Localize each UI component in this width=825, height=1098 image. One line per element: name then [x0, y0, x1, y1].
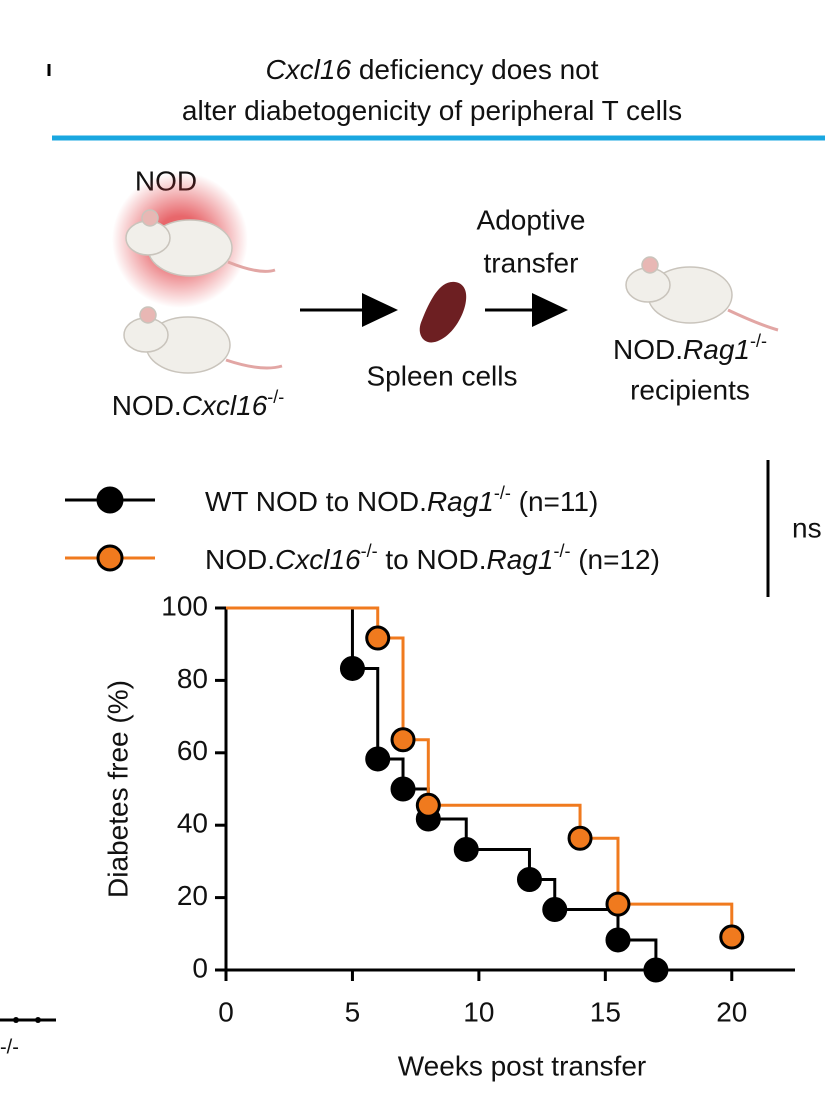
significance-label: ns [792, 512, 822, 543]
y-tick-label: 80 [177, 663, 208, 694]
event-marker [719, 924, 745, 950]
x-tick-label: 0 [218, 996, 234, 1027]
event-marker [339, 655, 365, 681]
event-marker [453, 836, 479, 862]
recipient-label: NOD.Rag1-/- [613, 331, 767, 366]
fragment-label: -/- [0, 1036, 19, 1058]
legend-label: NOD.Cxcl16-/- to NOD.Rag1-/- (n=12) [205, 541, 660, 576]
event-marker [643, 957, 669, 983]
x-tick-label: 5 [345, 996, 361, 1027]
mouse-icon [125, 209, 276, 277]
event-marker [516, 867, 542, 892]
y-axis-label: Diabetes free (%) [102, 680, 133, 898]
mouse-icon [123, 306, 283, 374]
arrow-head [532, 293, 568, 327]
survival-step [226, 606, 658, 970]
x-axis-label: Weeks post transfer [398, 1050, 646, 1081]
event-marker [605, 927, 631, 953]
y-tick-label: 20 [177, 880, 208, 911]
event-marker [415, 792, 441, 818]
arrow-head [362, 293, 398, 327]
event-marker [390, 776, 416, 802]
event-marker [542, 897, 568, 923]
legend-label: WT NOD to NOD.Rag1-/- (n=11) [205, 483, 598, 518]
x-tick-label: 20 [716, 996, 747, 1027]
mouse-icon [625, 256, 779, 332]
legend-marker [96, 486, 124, 514]
y-tick-label: 40 [177, 808, 208, 839]
event-marker [605, 891, 631, 917]
event-marker [390, 727, 416, 753]
donor-label: NOD.Cxcl16-/- [112, 387, 285, 422]
x-tick-label: 10 [463, 996, 494, 1027]
fragment-dot [35, 1017, 41, 1023]
fragment-dot [13, 1017, 19, 1023]
event-marker [567, 825, 593, 851]
process-label: transfer [484, 247, 579, 278]
y-tick-label: 100 [161, 590, 208, 621]
cells-label: Spleen cells [367, 360, 518, 391]
event-marker [365, 625, 391, 651]
recipient-label: recipients [630, 374, 750, 405]
x-tick-label: 15 [590, 996, 621, 1027]
event-marker [365, 746, 391, 772]
legend-marker [96, 544, 124, 572]
process-label: Adoptive [477, 204, 586, 235]
survival-step [226, 606, 734, 938]
y-tick-label: 0 [192, 952, 208, 983]
y-tick-label: 60 [177, 735, 208, 766]
title-line: alter diabetogenicity of peripheral T ce… [182, 95, 682, 126]
spleen-icon [419, 281, 467, 343]
title-line: Cxcl16 deficiency does not [265, 54, 598, 85]
